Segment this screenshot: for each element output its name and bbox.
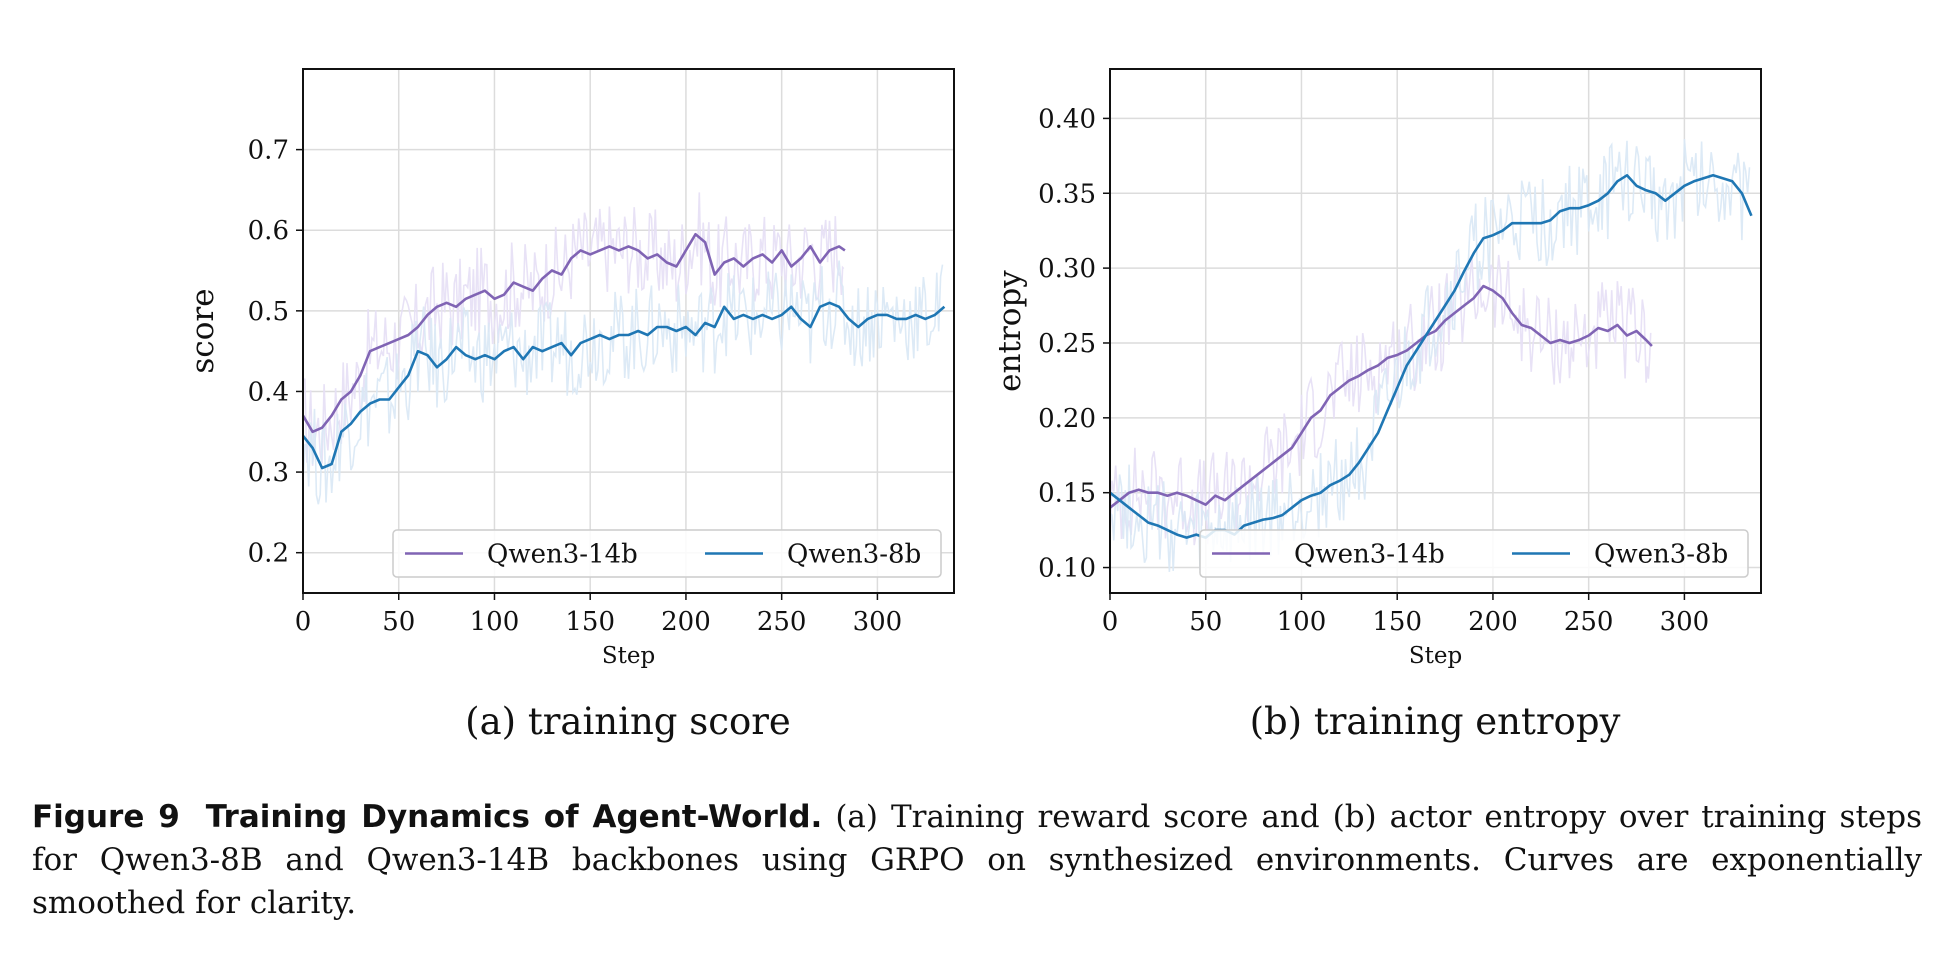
subcaption-a: (a) training score [465,700,791,743]
series-raw-Qwen3-8b [302,260,944,505]
subcaption-b: (b) training entropy [1249,700,1621,743]
x-tick-label-0: 0 [295,607,312,637]
x-tick-label-0: 0 [1102,607,1119,637]
y-tick-label-0: 0.10 [1038,554,1096,584]
x-tick-label-1: 50 [1189,607,1222,637]
legend-label-Qwen3-14b: Qwen3-14b [1294,540,1445,570]
legend-label-Qwen3-8b: Qwen3-8b [1594,540,1728,570]
figure-caption: Figure 9 Training Dynamics of Agent-Worl… [32,796,1922,925]
y-tick-label-0: 0.2 [248,539,289,569]
y-axis-label: score [185,288,221,373]
y-tick-label-1: 0.3 [248,458,289,488]
legend-label-Qwen3-14b: Qwen3-14b [487,540,638,570]
x-tick-label-4: 200 [1468,607,1518,637]
series-line-Qwen3-14b [301,233,846,434]
x-tick-label-4: 200 [661,607,711,637]
y-axis-label: entropy [992,270,1028,392]
legend: Qwen3-14b Qwen3-8b [1199,529,1749,578]
legend-label-Qwen3-8b: Qwen3-8b [787,540,921,570]
chart-training-score: 0 50 100 150 200 250 300 0.2 0.3 0.4 0.5 0.6 0.7 Step… [185,68,955,669]
series-line-Qwen3-8b [301,301,946,470]
x-tick-label-5: 250 [757,607,807,637]
caption-title: Training Dynamics of Agent-World. [205,799,823,835]
plot-frame [302,68,955,594]
y-tick-label-2: 0.20 [1038,404,1096,434]
x-tick-label-3: 150 [1372,607,1422,637]
y-tick-label-5: 0.35 [1038,179,1096,209]
x-tick-label-3: 150 [565,607,615,637]
x-tick-label-6: 300 [1660,607,1710,637]
y-tick-label-3: 0.25 [1038,329,1096,359]
x-axis-label: Step [1409,643,1462,669]
y-tick-label-3: 0.5 [248,297,289,327]
legend-box [392,529,942,578]
caption-label: Figure 9 [32,799,180,835]
y-tick-label-5: 0.7 [248,136,289,166]
chart-training-entropy: 0 50 100 150 200 250 300 0.10 0.15 0.20 0.25 0.30 0.… [992,68,1762,669]
caption-text: (a) Training reward score and (b) actor … [32,799,1923,921]
y-tick-label-6: 0.40 [1038,104,1096,134]
y-tick-label-4: 0.6 [248,216,289,246]
series-line-Qwen3-14b [1109,284,1653,509]
y-tick-label-1: 0.15 [1038,479,1096,509]
y-tick-label-4: 0.30 [1038,254,1096,284]
x-tick-label-2: 100 [470,607,520,637]
y-tick-label-2: 0.4 [248,377,289,407]
legend: Qwen3-14b Qwen3-8b [392,529,942,578]
series-raw-Qwen3-14b [1109,254,1652,546]
x-tick-label-1: 50 [382,607,415,637]
x-tick-label-2: 100 [1277,607,1327,637]
x-tick-label-5: 250 [1564,607,1614,637]
plot-frame [1109,68,1762,594]
x-axis-label: Step [602,643,655,669]
series-raw-Qwen3-14b [302,192,845,466]
x-tick-label-6: 300 [853,607,903,637]
legend-box [1199,529,1749,578]
